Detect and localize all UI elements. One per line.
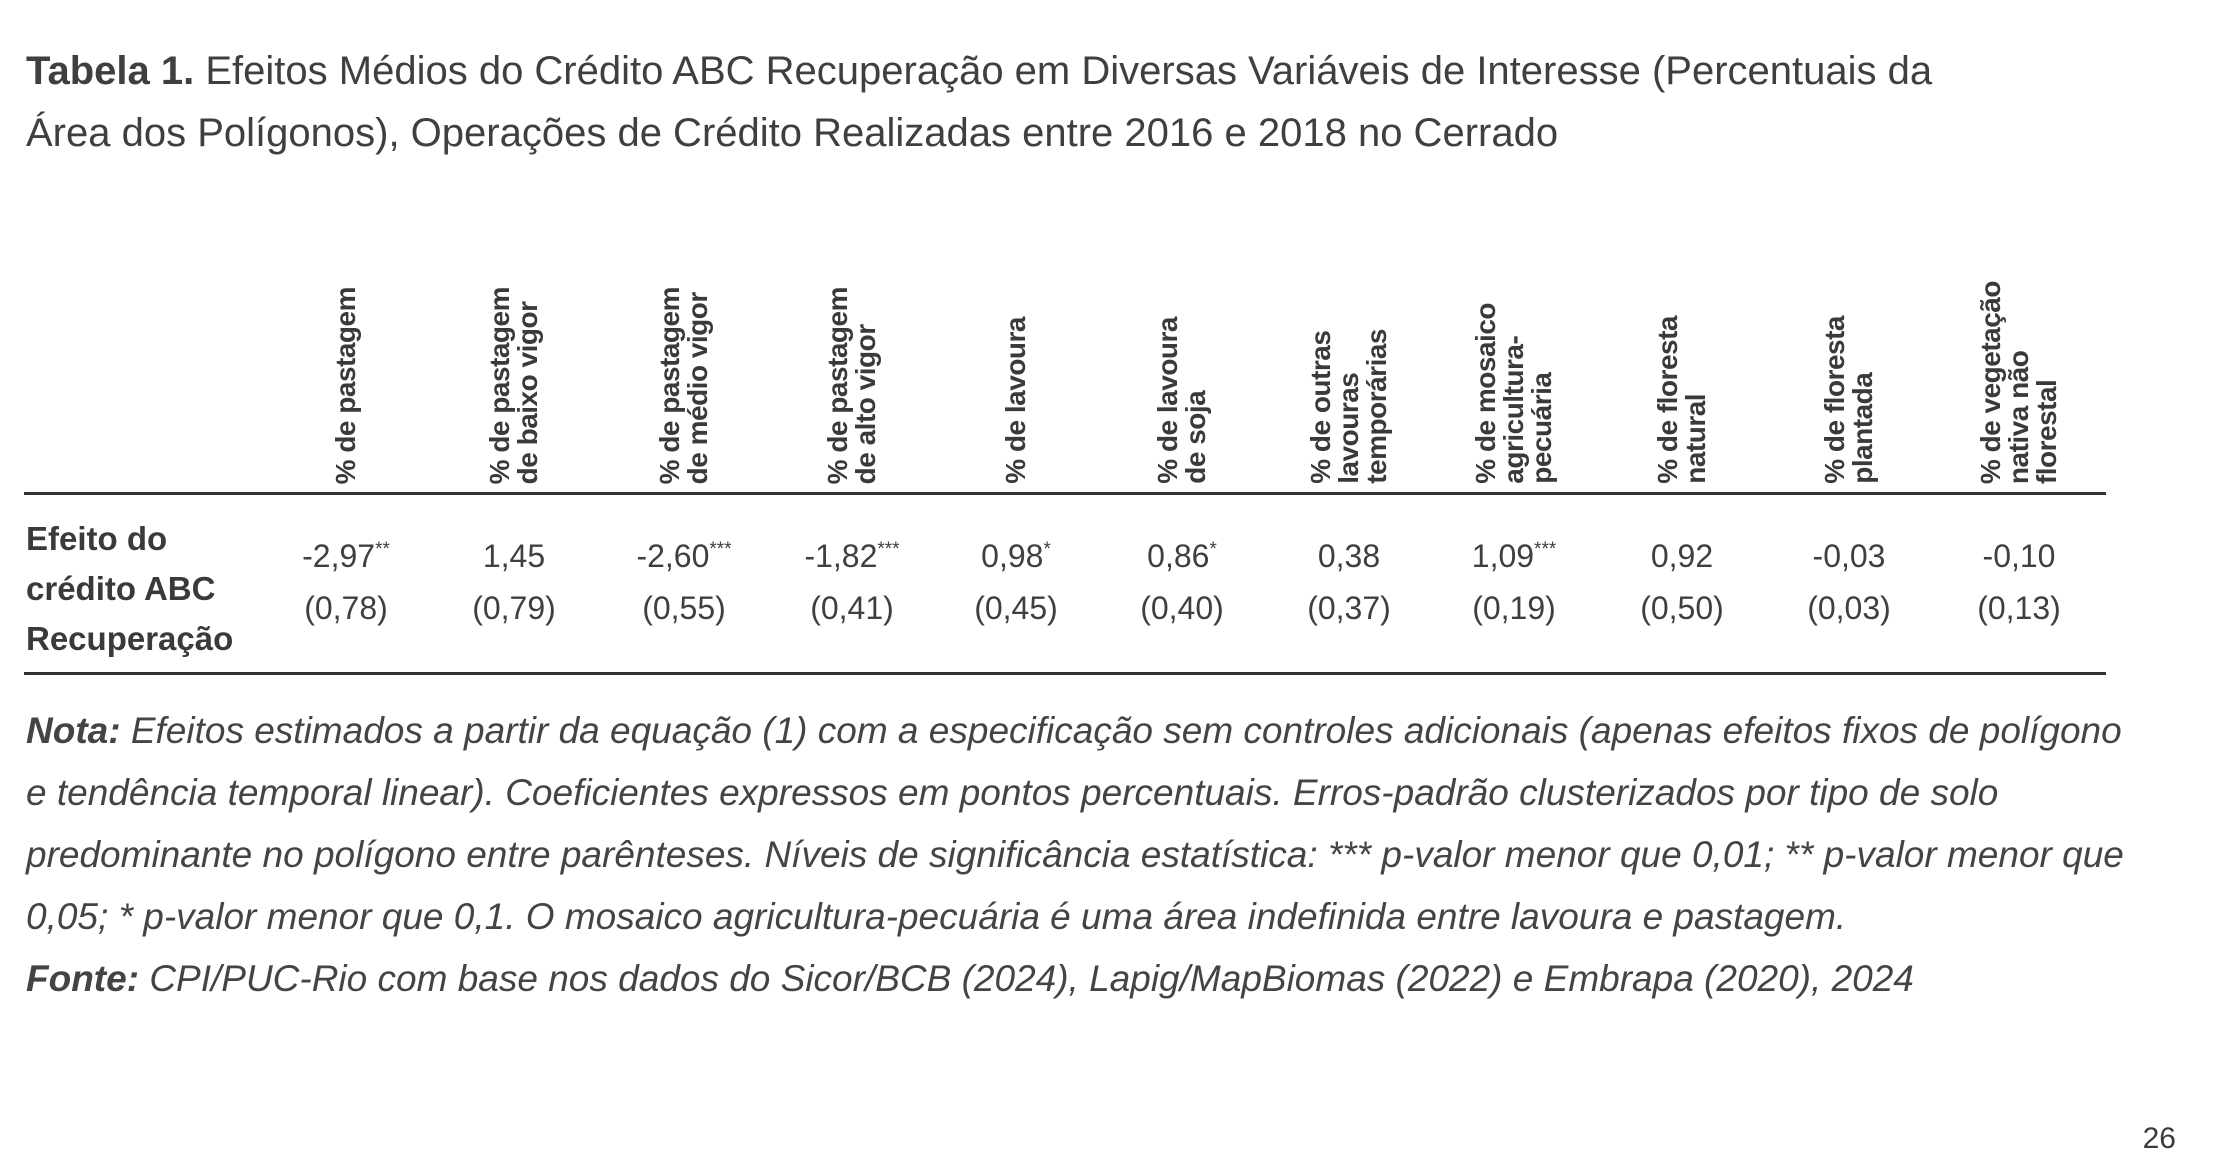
column-header-9: % de floresta natural: [1617, 234, 1747, 484]
table-cell-5: 0,98* (0,45): [936, 530, 1096, 634]
table-cell-11: -0,10 (0,13): [1939, 530, 2099, 634]
nota-text: Efeitos estimados a partir da equação (1…: [26, 710, 2124, 937]
coefficient-value: -2,60***: [636, 538, 732, 574]
coefficient-value: 0,92: [1650, 538, 1714, 574]
column-header-text: % de floresta natural: [1652, 316, 1711, 484]
column-header-label: % de floresta plantada: [1819, 316, 1878, 484]
column-header-label: % de pastagem de alto vigor: [822, 286, 881, 484]
table-title-line2: Área dos Polígonos), Operações de Crédit…: [26, 111, 1559, 155]
significance-stars: ***: [877, 539, 900, 560]
row-label-line-2: crédito ABC: [26, 570, 216, 607]
table-cell-2: 1,45 (0,79): [434, 530, 594, 634]
coefficient-value: 0,86*: [1147, 538, 1217, 574]
column-header-7: % de outras lavouras temporárias: [1284, 234, 1414, 484]
standard-error-value: (0,13): [1977, 590, 2061, 626]
column-header-6: % de lavoura de soja: [1117, 234, 1247, 484]
column-header-text: % de pastagem de médio vigor: [654, 286, 713, 484]
column-header-text: % de lavoura de soja: [1152, 317, 1211, 484]
table-rule-bottom: [24, 672, 2106, 675]
standard-error-value: (0,79): [472, 590, 556, 626]
table-cell-4: -1,82*** (0,41): [772, 530, 932, 634]
standard-error-value: (0,19): [1472, 590, 1556, 626]
row-label-line-3: Recuperação: [26, 620, 234, 657]
row-label: Efeito do crédito ABC Recuperação: [26, 514, 286, 664]
coefficient-value: 1,09***: [1471, 538, 1557, 574]
fonte-label: Fonte:: [26, 958, 140, 999]
column-header-text: % de floresta plantada: [1819, 316, 1878, 484]
standard-error-value: (0,41): [810, 590, 894, 626]
column-header-text: % de pastagem de alto vigor: [822, 286, 881, 484]
column-header-text: % de lavoura: [1000, 317, 1031, 484]
standard-error-value: (0,45): [974, 590, 1058, 626]
column-header-label: % de pastagem de baixo vigor: [484, 286, 543, 484]
table-cell-3: -2,60*** (0,55): [604, 530, 764, 634]
column-header-10: % de floresta plantada: [1784, 234, 1914, 484]
coefficient-value: -0,03: [1812, 538, 1886, 574]
column-header-label: % de lavoura de soja: [1152, 317, 1211, 484]
standard-error-value: (0,40): [1140, 590, 1224, 626]
column-header-label: % de outras lavouras temporárias: [1305, 329, 1392, 484]
column-header-text: % de outras lavouras temporárias: [1305, 329, 1392, 484]
table-title: Tabela 1. Efeitos Médios do Crédito ABC …: [26, 40, 2126, 164]
standard-error-value: (0,78): [304, 590, 388, 626]
table-title-lead: Tabela 1.: [26, 49, 195, 93]
significance-stars: **: [375, 539, 390, 560]
coefficient-value: 1,45: [482, 538, 546, 574]
significance-stars: ***: [709, 539, 732, 560]
coefficient-value: -1,82***: [804, 538, 900, 574]
notes: Nota: Efeitos estimados a partir da equa…: [26, 700, 2126, 1010]
standard-error-value: (0,50): [1640, 590, 1724, 626]
standard-error-value: (0,37): [1307, 590, 1391, 626]
coefficient-value: -2,97**: [302, 538, 390, 574]
column-header-1: % de pastagem: [281, 234, 411, 484]
table-cell-7: 0,38 (0,37): [1269, 530, 1429, 634]
column-header-label: % de vegetação nativa não florestal: [1975, 280, 2062, 484]
nota-paragraph: Nota: Efeitos estimados a partir da equa…: [26, 700, 2126, 948]
column-header-text: % de pastagem: [330, 286, 361, 484]
standard-error-value: (0,03): [1807, 590, 1891, 626]
column-header-label: % de mosaico agricultura- pecuária: [1470, 303, 1557, 484]
column-header-label: % de floresta natural: [1652, 316, 1711, 484]
column-header-3: % de pastagem de médio vigor: [619, 234, 749, 484]
table-cell-1: -2,97** (0,78): [266, 530, 426, 634]
coefficient-value: 0,98*: [981, 538, 1051, 574]
column-header-4: % de pastagem de alto vigor: [787, 234, 917, 484]
column-header-2: % de pastagem de baixo vigor: [449, 234, 579, 484]
column-header-text: % de mosaico agricultura- pecuária: [1470, 303, 1557, 484]
fonte-paragraph: Fonte: CPI/PUC-Rio com base nos dados do…: [26, 948, 2126, 1010]
column-header-text: % de vegetação nativa não florestal: [1975, 280, 2062, 484]
coefficient-value: 0,38: [1317, 538, 1381, 574]
column-headers: % de pastagem % de pastagem de baixo vigo…: [24, 230, 2106, 488]
column-header-5: % de lavoura: [951, 234, 1081, 484]
table-cell-10: -0,03 (0,03): [1769, 530, 1929, 634]
table-cell-8: 1,09*** (0,19): [1434, 530, 1594, 634]
coefficient-value: -0,10: [1982, 538, 2056, 574]
column-header-label: % de lavoura: [1000, 317, 1031, 484]
column-header-label: % de pastagem: [330, 286, 361, 484]
table-cell-9: 0,92 (0,50): [1602, 530, 1762, 634]
table-rule-top: [24, 492, 2106, 495]
column-header-text: % de pastagem de baixo vigor: [484, 286, 543, 484]
significance-stars: ***: [1534, 539, 1557, 560]
results-table: % de pastagem % de pastagem de baixo vigo…: [24, 230, 2106, 675]
fonte-text: CPI/PUC-Rio com base nos dados do Sicor/…: [149, 958, 1914, 999]
nota-label: Nota:: [26, 710, 121, 751]
table-title-line1: Efeitos Médios do Crédito ABC Recuperaçã…: [205, 49, 1933, 93]
significance-stars: *: [1043, 539, 1051, 560]
column-header-11: % de vegetação nativa não florestal: [1954, 234, 2084, 484]
page-number: 26: [2142, 1122, 2176, 1155]
column-header-8: % de mosaico agricultura- pecuária: [1449, 234, 1579, 484]
row-label-line-1: Efeito do: [26, 520, 168, 557]
significance-stars: *: [1209, 539, 1217, 560]
column-header-label: % de pastagem de médio vigor: [654, 286, 713, 484]
table-cell-6: 0,86* (0,40): [1102, 530, 1262, 634]
standard-error-value: (0,55): [642, 590, 726, 626]
